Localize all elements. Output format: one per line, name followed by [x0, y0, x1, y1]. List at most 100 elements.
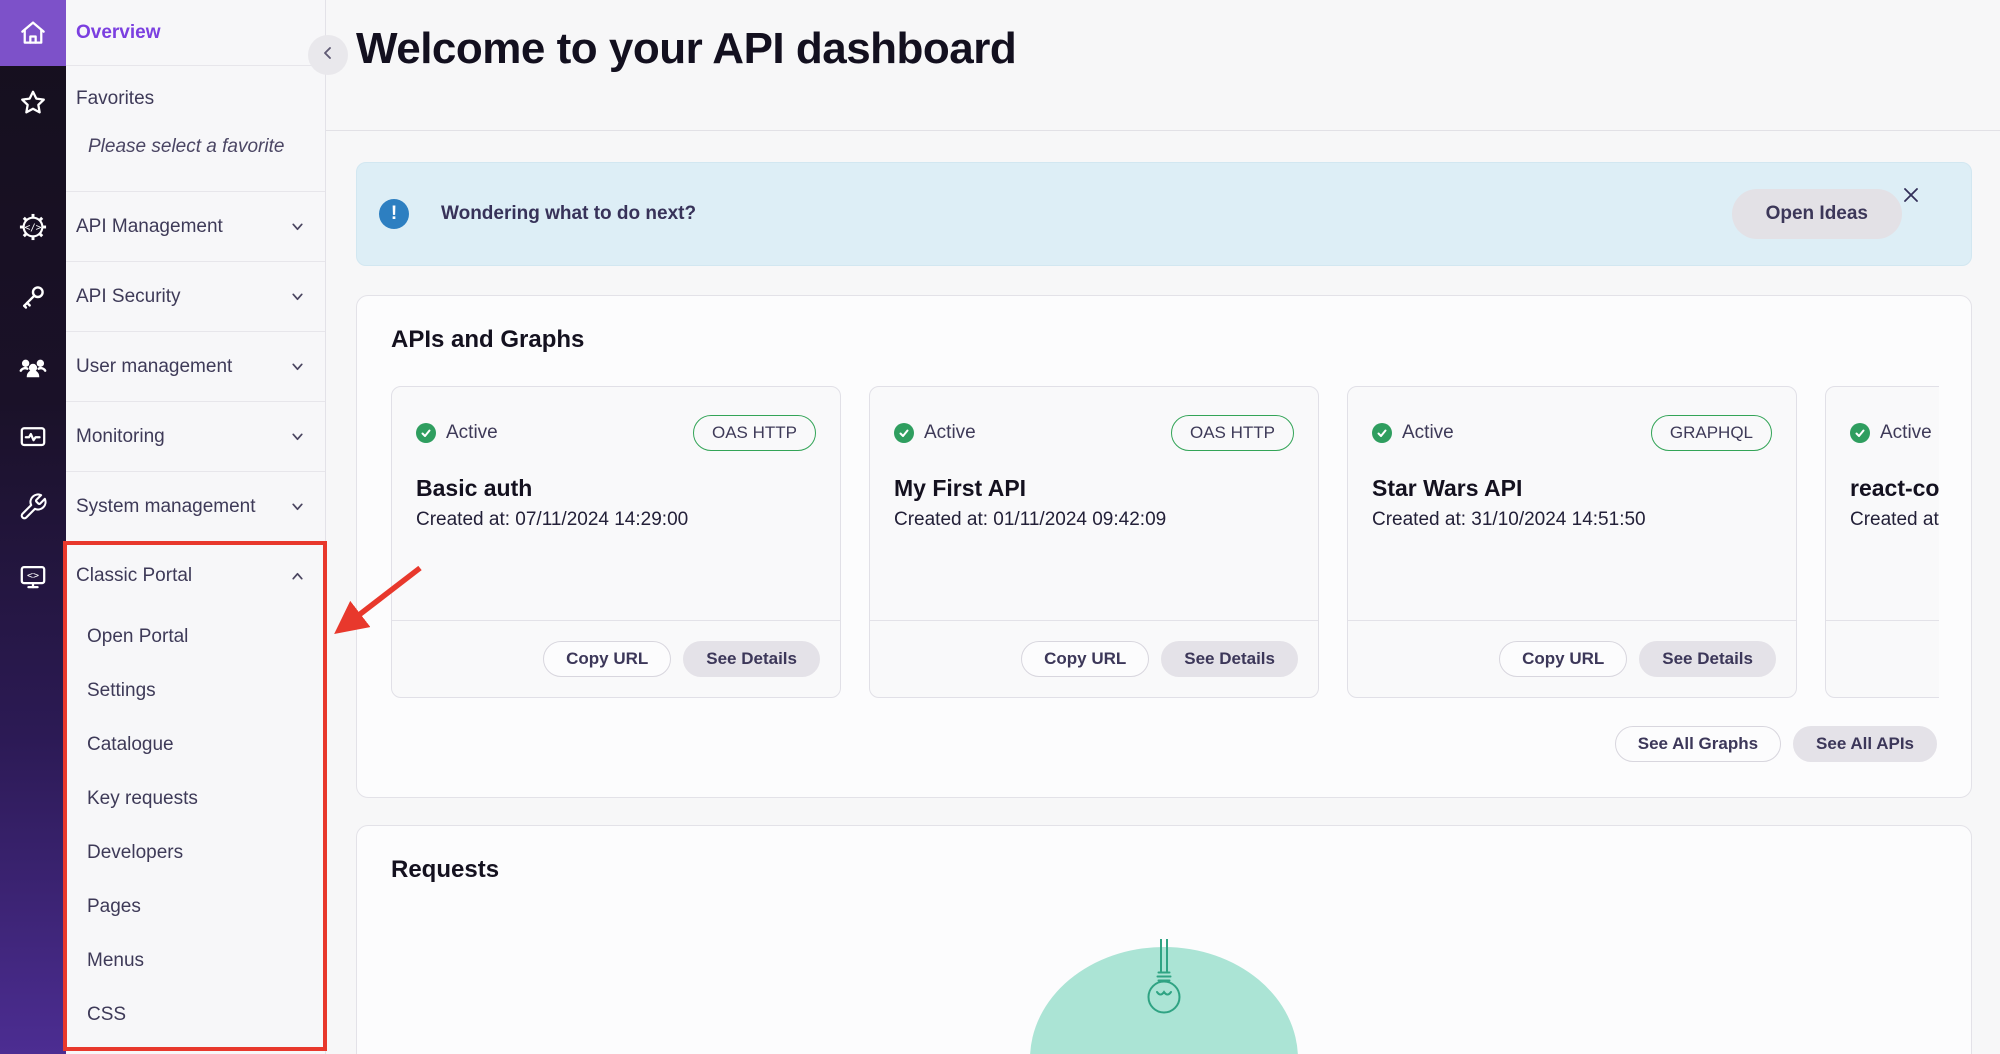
active-check-icon — [1850, 423, 1870, 443]
sidebar-section[interactable]: System management — [66, 472, 325, 542]
api-card-footer: Copy URL See Details — [392, 620, 840, 697]
sidebar-item-overview[interactable]: Overview — [66, 0, 325, 66]
sidebar-section-label: API Management — [76, 215, 223, 237]
protocol-badge: OAS HTTP — [1170, 415, 1294, 451]
submenu-item[interactable]: Catalogue — [66, 718, 325, 772]
lightbulb-dome-illustration — [1030, 939, 1298, 1054]
sidebar-collapse-button[interactable] — [308, 35, 348, 75]
classic-portal-submenu: Open Portal Settings Catalogue Key reque… — [66, 610, 325, 1042]
chevron-up-icon — [290, 569, 305, 584]
chevron-down-icon — [290, 429, 305, 444]
sidebar-section-label: User management — [76, 355, 233, 377]
rail-item-classic-portal[interactable]: <> — [0, 544, 66, 610]
status-badge: Active — [446, 422, 498, 443]
sidebar-item-label: Overview — [76, 21, 161, 43]
open-ideas-button[interactable]: Open Ideas — [1731, 189, 1902, 239]
copy-url-button[interactable]: Copy URL — [1499, 641, 1628, 677]
status-badge: Active — [924, 422, 976, 443]
see-details-button[interactable]: See Details — [1639, 641, 1776, 677]
submenu-item-label: Settings — [87, 680, 156, 701]
api-security-icon — [17, 281, 49, 313]
sidebar-favorites-block: Favorites Please select a favorite — [66, 66, 325, 192]
home-icon — [17, 17, 49, 49]
info-banner: ! Wondering what to do next? Open Ideas — [356, 162, 1972, 266]
protocol-badge: GRAPHQL — [1650, 415, 1772, 451]
svg-text:<>: <> — [27, 570, 39, 581]
main-content: Welcome to your API dashboard ! Wonderin… — [326, 0, 2000, 1054]
api-created-at: Created at: 31/10/2024 14:51:50 — [1372, 509, 1646, 530]
api-name: react-content-api — [1850, 475, 1939, 501]
rail-item-overview[interactable] — [0, 0, 66, 66]
submenu-item-label: Pages — [87, 896, 141, 917]
submenu-item[interactable]: Settings — [66, 664, 325, 718]
sidebar-section-label: System management — [76, 495, 256, 517]
favorites-hint: Please select a favorite — [88, 136, 285, 157]
rail-item-api-security[interactable] — [0, 264, 66, 330]
submenu-item-label: Menus — [87, 950, 145, 971]
monitoring-icon — [17, 421, 49, 453]
submenu-item-label: CSS — [87, 1004, 127, 1025]
classic-portal-icon: <> — [17, 561, 49, 593]
icon-rail: </> <> — [0, 0, 66, 1054]
status-badge: Active — [1880, 422, 1932, 443]
api-card: Active react-content-api Created at: 30/… — [1825, 386, 1939, 698]
api-created-at: Created at: 01/11/2024 09:42:09 — [894, 509, 1167, 530]
info-icon: ! — [379, 199, 409, 229]
sidebar-section-label: Monitoring — [76, 425, 165, 447]
active-check-icon — [894, 423, 914, 443]
api-card: Active GRAPHQL Star Wars API Created at:… — [1347, 386, 1797, 698]
copy-url-button[interactable]: Copy URL — [1021, 641, 1150, 677]
rail-item-favorites[interactable] — [0, 70, 66, 136]
protocol-badge: OAS HTTP — [692, 415, 816, 451]
submenu-item[interactable]: CSS — [66, 988, 325, 1042]
status-badge: Active — [1402, 422, 1454, 443]
sidebar-section[interactable]: Monitoring — [66, 402, 325, 472]
rail-item-monitoring[interactable] — [0, 404, 66, 470]
copy-url-button[interactable]: Copy URL — [543, 641, 672, 677]
sidebar: Overview Favorites Please select a favor… — [66, 0, 326, 1054]
see-details-button[interactable]: See Details — [683, 641, 820, 677]
sidebar-section-classic-portal[interactable]: Classic Portal — [66, 542, 325, 610]
api-name: Star Wars API — [1372, 475, 1523, 501]
submenu-item[interactable]: Menus — [66, 934, 325, 988]
chevron-left-icon — [319, 44, 337, 67]
submenu-item-label: Key requests — [87, 788, 198, 809]
see-all-actions: See All Graphs See All APIs — [1614, 726, 1937, 762]
rail-item-api-management[interactable]: </> — [0, 194, 66, 260]
see-details-button[interactable]: See Details — [1161, 641, 1298, 677]
api-created-at: Created at: 30/10/2024 — [1850, 509, 1939, 530]
system-management-icon — [18, 492, 48, 522]
api-created-at: Created at: 07/11/2024 14:29:00 — [416, 509, 689, 530]
close-icon[interactable] — [1899, 183, 1923, 207]
api-card: Active OAS HTTP Basic auth Created at: 0… — [391, 386, 841, 698]
svg-text:</>: </> — [25, 222, 42, 233]
rail-item-user-management[interactable] — [0, 334, 66, 400]
see-all-graphs-button[interactable]: See All Graphs — [1614, 726, 1782, 762]
submenu-item-label: Developers — [87, 842, 184, 863]
sidebar-section[interactable]: User management — [66, 332, 325, 402]
see-all-apis-button[interactable]: See All APIs — [1793, 726, 1937, 762]
api-card: Active OAS HTTP My First API Created at:… — [869, 386, 1319, 698]
submenu-item[interactable]: Developers — [66, 826, 325, 880]
submenu-item[interactable]: Open Portal — [66, 610, 325, 664]
banner-message: Wondering what to do next? — [441, 203, 697, 224]
sidebar-section-label: API Security — [76, 285, 181, 307]
api-name: My First API — [894, 475, 1027, 501]
api-name: Basic auth — [416, 475, 533, 501]
rail-item-system-management[interactable] — [0, 474, 66, 540]
sidebar-sections: API Management API Security User managem… — [66, 192, 325, 542]
user-management-icon — [16, 350, 50, 384]
active-check-icon — [416, 423, 436, 443]
submenu-item-label: Open Portal — [87, 626, 189, 647]
chevron-down-icon — [290, 499, 305, 514]
sidebar-section[interactable]: API Security — [66, 262, 325, 332]
submenu-item[interactable]: Key requests — [66, 772, 325, 826]
chevron-down-icon — [290, 219, 305, 234]
favorites-title[interactable]: Favorites — [76, 88, 155, 109]
requests-panel-title: Requests — [391, 856, 500, 883]
submenu-item[interactable]: Pages — [66, 880, 325, 934]
api-management-icon: </> — [17, 211, 49, 243]
sidebar-section[interactable]: API Management — [66, 192, 325, 262]
api-card-footer: Copy URL See Details — [1348, 620, 1796, 697]
